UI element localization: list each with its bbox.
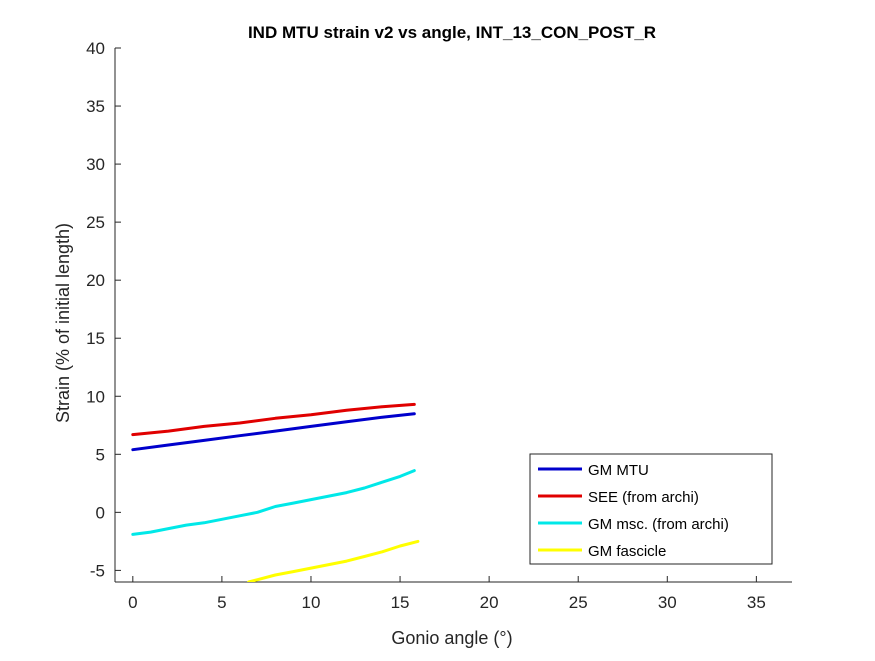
x-tick-label: 0 — [128, 593, 137, 612]
x-tick-label: 25 — [569, 593, 588, 612]
series-line-2 — [131, 402, 416, 437]
y-tick-label: 25 — [86, 213, 105, 232]
y-tick-label: 35 — [86, 97, 105, 116]
y-tick-label: 15 — [86, 329, 105, 348]
x-tick-label: 30 — [658, 593, 677, 612]
x-tick-label: 35 — [747, 593, 766, 612]
x-tick-label: 10 — [302, 593, 321, 612]
chart-title: IND MTU strain v2 vs angle, INT_13_CON_P… — [248, 23, 656, 42]
legend-entry-label: GM MTU — [588, 462, 649, 479]
plot-area: 0 5 10 15 20 25 30 35 -5 0 5 10 15 20 25 30 35 40 — [86, 39, 792, 612]
x-axis-label: Gonio angle (°) — [391, 628, 512, 648]
chart-legend: GM MTU SEE (from archi) GM msc. (from arch… — [529, 453, 773, 565]
y-tick-label: 5 — [96, 445, 105, 464]
series-line-1 — [131, 412, 416, 452]
y-axis-label: Strain (% of initial length) — [53, 223, 73, 423]
x-tick-label: 15 — [391, 593, 410, 612]
y-tick-label: 10 — [86, 387, 105, 406]
y-tick-label: 40 — [86, 39, 105, 58]
x-tick-label: 5 — [217, 593, 226, 612]
y-tick-label: 30 — [86, 155, 105, 174]
y-tick-label: 20 — [86, 271, 105, 290]
legend-entry-label: GM msc. (from archi) — [588, 516, 729, 533]
y-tick-label: 0 — [96, 503, 105, 522]
series-group — [131, 402, 420, 582]
series-line-3 — [131, 469, 416, 536]
legend-entry-label: GM fascicle — [588, 543, 666, 560]
y-tick-label: -5 — [90, 561, 105, 580]
legend-box — [529, 453, 773, 565]
legend-entry-label: SEE (from archi) — [588, 489, 699, 506]
series-line-4 — [247, 539, 420, 582]
x-tick-label: 20 — [480, 593, 499, 612]
